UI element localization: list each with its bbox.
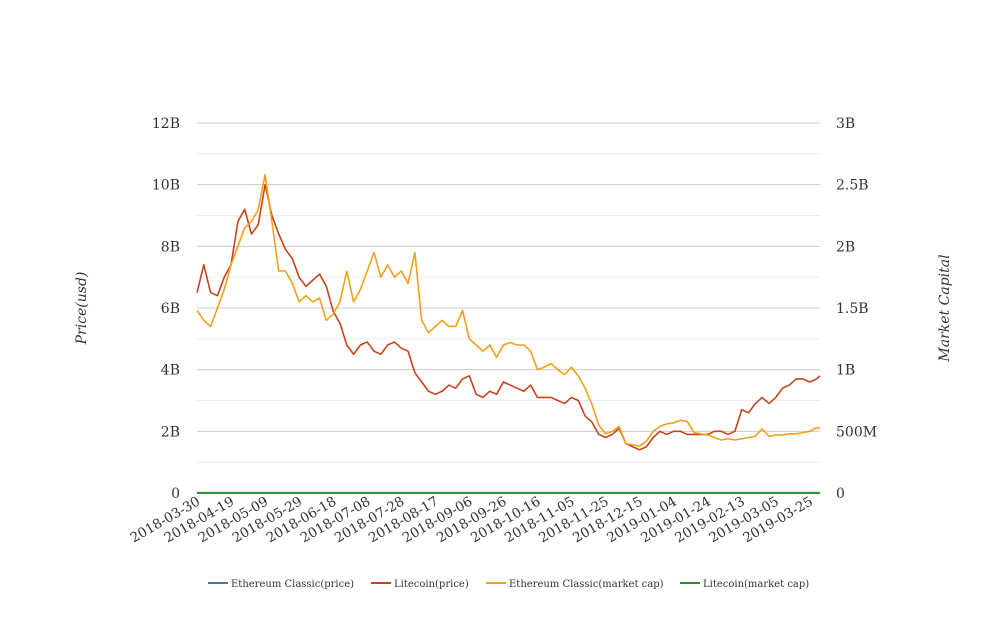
y-axis-title-left: Price(usd) <box>74 272 90 346</box>
legend-item-ethereum-classic-price: Ethereum Classic(price) <box>208 579 354 590</box>
y-tick-label-right: 0 <box>836 486 845 502</box>
legend-item-litecoin-market-cap: Litecoin(market cap) <box>680 579 809 590</box>
legend-label: Litecoin(market cap) <box>703 579 809 590</box>
y-tick-label-right: 3B <box>836 116 855 132</box>
y-tick-label-left: 10B <box>152 178 180 194</box>
legend-item-litecoin-price: Litecoin(price) <box>371 579 469 590</box>
y-tick-label-left: 6B <box>161 301 180 317</box>
y-tick-label-left: 2B <box>161 424 180 440</box>
legend-label: Ethereum Classic(price) <box>231 579 354 590</box>
y-tick-label-right: 2.5B <box>836 178 869 194</box>
y-tick-label-left: 12B <box>152 116 180 132</box>
y-tick-label-right: 1.5B <box>836 301 869 317</box>
legend-item-ethereum-classic-market-cap: Ethereum Classic(market cap) <box>486 579 664 590</box>
legend-label: Litecoin(price) <box>394 579 469 590</box>
series-line-ethereum-classic-market-cap <box>196 174 821 447</box>
y-tick-label-right: 1B <box>836 363 855 379</box>
y-axis-right: 0 500M 1B 1.5B 2B 2.5B 3B <box>836 116 877 502</box>
legend-label: Ethereum Classic(market cap) <box>509 579 664 590</box>
grid-layer <box>197 122 820 494</box>
y-tick-label-right: 2B <box>836 239 855 255</box>
x-axis: 2018-03-302018-04-192018-05-092018-05-29… <box>128 494 816 547</box>
y-tick-label-left: 8B <box>161 239 180 255</box>
series-line-litecoin-price <box>196 183 821 451</box>
y-tick-label-left: 4B <box>161 363 180 379</box>
y-axis-left: 0 2B 4B 6B 8B 10B 12B <box>152 116 180 502</box>
y-tick-label-left: 0 <box>171 486 180 502</box>
y-axis-title-right: Market Capital <box>937 254 953 362</box>
legend: Ethereum Classic(price) Litecoin(price) Et… <box>208 579 809 590</box>
y-tick-label-right: 500M <box>836 424 877 440</box>
series-layer <box>196 174 821 494</box>
